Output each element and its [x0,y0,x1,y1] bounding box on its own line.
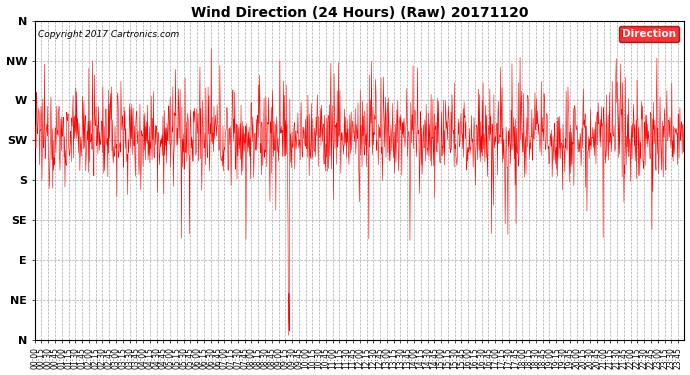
Legend: Direction: Direction [619,26,679,42]
Text: Copyright 2017 Cartronics.com: Copyright 2017 Cartronics.com [38,30,179,39]
Title: Wind Direction (24 Hours) (Raw) 20171120: Wind Direction (24 Hours) (Raw) 20171120 [191,6,529,20]
